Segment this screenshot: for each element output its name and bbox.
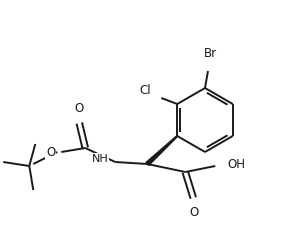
- Polygon shape: [146, 136, 178, 165]
- Text: OH: OH: [227, 159, 245, 172]
- Text: Br: Br: [203, 47, 217, 60]
- Text: NH: NH: [91, 154, 108, 164]
- Text: O: O: [75, 102, 84, 115]
- Text: Cl: Cl: [140, 84, 151, 96]
- Text: O: O: [190, 206, 199, 219]
- Text: O: O: [46, 145, 55, 159]
